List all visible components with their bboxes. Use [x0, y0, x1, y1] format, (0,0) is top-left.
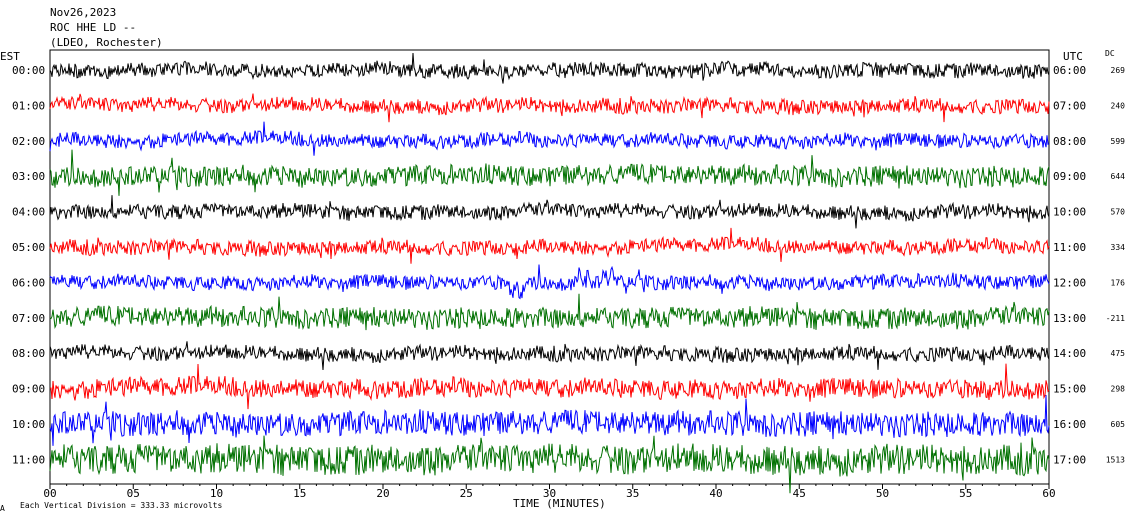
est-row-label: 05:00 [12, 241, 45, 254]
utc-row-label: 10:00 [1053, 206, 1086, 219]
utc-axis-label: UTC [1063, 50, 1083, 63]
dc-value: 570 [1111, 208, 1126, 217]
trace-line-0100 [49, 93, 1050, 123]
trace-line-0000 [49, 52, 1050, 84]
x-axis-title: TIME (MINUTES) [513, 497, 606, 510]
utc-row-label: 06:00 [1053, 64, 1086, 77]
x-tick-label: 60 [1042, 487, 1055, 500]
est-row-label: 03:00 [12, 170, 45, 183]
trace-layer [49, 52, 1050, 494]
x-tick-label: 45 [793, 487, 806, 500]
utc-row-label: 12:00 [1053, 276, 1086, 289]
x-tick-label: 30 [543, 487, 556, 500]
x-tick-label: 55 [959, 487, 972, 500]
dc-value: 475 [1111, 349, 1126, 358]
est-row-label: 00:00 [12, 64, 45, 77]
scale-footer: Each Vertical Division = 333.33 microvol… [20, 501, 222, 510]
trace-line-0400 [49, 195, 1050, 229]
trace-line-0500 [49, 227, 1050, 264]
corner-mark: A [0, 504, 5, 513]
x-tick-label: 50 [876, 487, 889, 500]
utc-row-label: 17:00 [1053, 453, 1086, 466]
dc-value: 240 [1111, 101, 1126, 110]
x-tick-label: 40 [709, 487, 722, 500]
est-row-label: 07:00 [12, 312, 45, 325]
row-label-layer: 00:00 06:00 269 01:00 07:00 240 02:00 08:00 599 0… [12, 64, 1125, 466]
dc-value: 599 [1111, 137, 1126, 146]
utc-row-label: 14:00 [1053, 347, 1086, 360]
utc-row-label: 07:00 [1053, 99, 1086, 112]
dc-value: -211 [1106, 314, 1125, 323]
header-date: Nov26,2023 [50, 6, 116, 19]
est-row-label: 10:00 [12, 418, 45, 431]
trace-line-0600 [49, 264, 1050, 300]
est-row-label: 02:00 [12, 135, 45, 148]
trace-line-0800 [49, 341, 1050, 371]
dc-value: 605 [1111, 420, 1126, 429]
est-row-label: 11:00 [12, 453, 45, 466]
est-row-label: 04:00 [12, 206, 45, 219]
x-tick-label: 05 [127, 487, 140, 500]
utc-row-label: 13:00 [1053, 312, 1086, 325]
utc-row-label: 08:00 [1053, 135, 1086, 148]
dc-value: 334 [1111, 243, 1126, 252]
dc-value: 298 [1111, 385, 1126, 394]
dc-value: 1513 [1106, 455, 1125, 464]
est-row-label: 01:00 [12, 99, 45, 112]
dc-value: 176 [1111, 278, 1126, 287]
est-row-label: 09:00 [12, 383, 45, 396]
dc-value: 269 [1111, 66, 1126, 75]
x-tick-label: 20 [376, 487, 389, 500]
dc-value: 644 [1111, 172, 1126, 181]
dc-label: DC [1105, 49, 1115, 58]
trace-line-0200 [49, 121, 1050, 156]
x-tick-label: 15 [293, 487, 306, 500]
trace-line-0700 [49, 293, 1050, 331]
header-station: ROC HHE LD -- [50, 21, 136, 34]
trace-line-0300 [49, 149, 1050, 196]
header-network: (LDEO, Rochester) [50, 36, 163, 49]
x-tick-label: 10 [210, 487, 223, 500]
trace-line-1100 [49, 435, 1050, 494]
x-tick-label: 25 [460, 487, 473, 500]
trace-line-0900 [49, 363, 1050, 410]
x-tick-label: 35 [626, 487, 639, 500]
utc-row-label: 11:00 [1053, 241, 1086, 254]
utc-row-label: 15:00 [1053, 383, 1086, 396]
utc-row-label: 09:00 [1053, 170, 1086, 183]
utc-row-label: 16:00 [1053, 418, 1086, 431]
est-row-label: 08:00 [12, 347, 45, 360]
trace-line-1000 [49, 394, 1050, 446]
x-tick-layer: 00 05 10 15 20 25 30 35 40 45 50 55 60 [43, 484, 1056, 500]
est-row-label: 06:00 [12, 276, 45, 289]
est-axis-label: EST [0, 50, 20, 63]
x-tick-label: 00 [43, 487, 56, 500]
